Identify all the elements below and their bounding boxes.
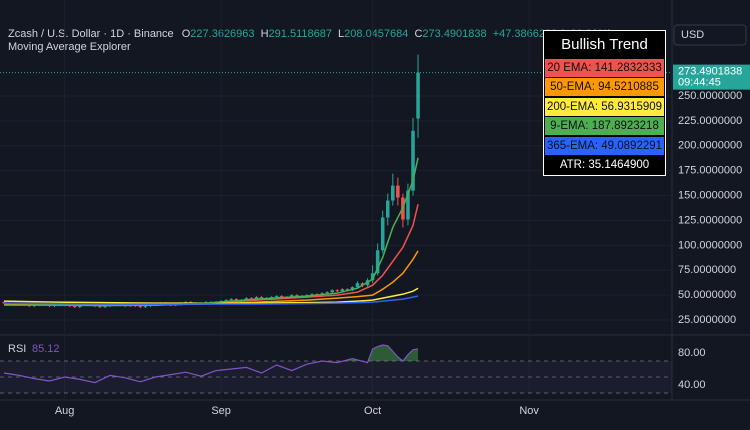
- candle-body: [355, 283, 360, 288]
- y-tick-label: 250.0000000: [678, 90, 742, 102]
- candle-body: [325, 292, 329, 294]
- legend-row: 50-EMA94.5210885: [545, 78, 664, 96]
- candle-body: [274, 296, 279, 298]
- rsi-tick-label: 80.00: [678, 347, 706, 359]
- currency: USD: [681, 29, 704, 41]
- ema-line: [4, 250, 419, 306]
- x-tick-label: Oct: [364, 405, 381, 417]
- candle-body: [244, 298, 249, 301]
- candle-body: [98, 306, 102, 308]
- candle-body: [370, 273, 375, 281]
- y-tick-label: 150.0000000: [678, 189, 742, 201]
- chart-title: Zcash / U.S. Dollar · 1D · Binance: [8, 28, 174, 40]
- y-tick-label: 75.0000000: [678, 264, 736, 276]
- currency-box: [673, 24, 747, 46]
- ema-line: [4, 295, 419, 305]
- candle-body: [295, 295, 299, 297]
- legend-name: 50-EMA: [550, 81, 598, 93]
- candle-body: [360, 283, 365, 286]
- rsi-label: RSI: [8, 343, 26, 355]
- candle-body: [345, 289, 350, 291]
- subtitle: Moving Average Explorer: [8, 41, 131, 53]
- legend-value: 56.9315909: [601, 100, 663, 113]
- atr-value: 35.1464900: [588, 159, 650, 171]
- ema-line: [4, 204, 419, 306]
- candle-body: [254, 297, 259, 300]
- legend-row: 365-EMA49.0892291: [545, 136, 664, 155]
- candle-body: [2, 302, 6, 304]
- y-tick-label: 100.0000000: [678, 239, 742, 251]
- candle-body: [375, 250, 380, 274]
- y-tick-label: 25.0000000: [678, 314, 736, 326]
- header: Zcash / U.S. Dollar · 1D · Binance O227.…: [8, 28, 611, 40]
- last-price-box: [673, 64, 750, 90]
- y-tick-label: 175.0000000: [678, 165, 742, 177]
- candle-body: [416, 72, 420, 119]
- ohlc-label: L: [338, 28, 344, 40]
- candle-body: [385, 200, 390, 218]
- legend-row: 20 EMA141.2832333: [545, 58, 664, 77]
- rsi-overbought-fill: [4, 345, 419, 361]
- rsi-tick-label: 40.00: [678, 379, 706, 391]
- legend-value: 49.0892291: [601, 139, 663, 152]
- candle-body: [249, 298, 254, 300]
- candle-body: [290, 295, 294, 298]
- ema-line: [4, 157, 419, 307]
- legend-name: 200-EMA: [547, 101, 601, 113]
- ohlc-label: C: [414, 28, 422, 40]
- legend-title: Bullish Trend: [561, 36, 648, 53]
- rsi-value: 85.12: [32, 343, 60, 355]
- atr-name: ATR: [560, 159, 589, 171]
- y-tick-label: 125.0000000: [678, 214, 742, 226]
- candle-body: [103, 306, 107, 308]
- y-tick-label: 200.0000000: [678, 140, 742, 152]
- candle-body: [259, 297, 264, 299]
- legend-row: ATR35.1464900: [545, 156, 664, 174]
- candle-body: [340, 289, 345, 292]
- candle-body: [411, 130, 415, 191]
- candle-body: [224, 300, 228, 302]
- candle-body: [138, 306, 143, 308]
- open-value: 227.3626963: [190, 28, 254, 40]
- candle-body: [330, 290, 334, 293]
- x-tick-label: Aug: [55, 405, 75, 417]
- legend-name: 20 EMA: [547, 62, 594, 74]
- candle-body: [391, 185, 395, 201]
- close-value: 273.4901838: [422, 28, 486, 40]
- candle-body: [380, 217, 385, 251]
- y-tick-label: 225.0000000: [678, 115, 742, 127]
- candle-body: [310, 294, 314, 296]
- candle-body: [72, 306, 77, 308]
- candle-body: [396, 185, 400, 198]
- candle-body: [143, 306, 148, 308]
- legend-row: 200-EMA56.9315909: [545, 97, 664, 116]
- legend-value: 187.8923218: [591, 120, 659, 132]
- legend-row: 9-EMA187.8923218: [545, 117, 664, 135]
- legend: Bullish Trend 20 EMA141.283233350-EMA94.…: [543, 30, 666, 176]
- candle-body: [229, 299, 234, 301]
- candle-body: [335, 290, 340, 292]
- x-tick-label: Sep: [211, 405, 231, 417]
- last-price: 273.4901838: [678, 66, 742, 78]
- legend-value: 141.2832333: [594, 61, 662, 74]
- countdown: 09:44:45: [678, 77, 721, 89]
- ohlc-label: H: [261, 28, 269, 40]
- y-tick-label: 50.0000000: [678, 289, 736, 301]
- rsi-line: [3, 344, 419, 384]
- legend-value: 94.5210885: [598, 81, 659, 93]
- legend-name: 365-EMA: [547, 140, 601, 152]
- high-value: 291.5118687: [269, 28, 332, 40]
- candle-body: [406, 190, 410, 220]
- legend-name: 9-EMA: [550, 120, 592, 132]
- ema-line: [4, 287, 419, 304]
- x-tick-label: Nov: [519, 405, 539, 417]
- low-value: 208.0457684: [344, 28, 408, 40]
- ohlc-label: O: [182, 28, 191, 40]
